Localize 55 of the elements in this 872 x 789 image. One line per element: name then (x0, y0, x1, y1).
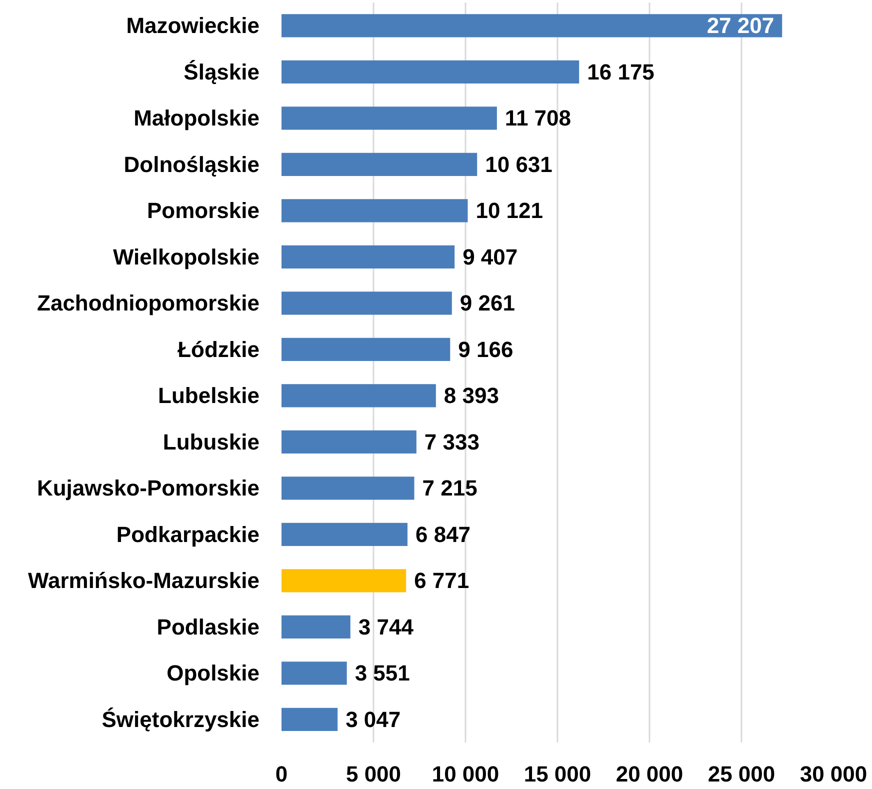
data-label: 16 175 (587, 59, 654, 84)
y-tick-label: Opolskie (166, 660, 260, 686)
y-tick-label: Lubelskie (158, 383, 260, 408)
data-label: 10 121 (476, 198, 544, 224)
y-tick-label: Zachodniopomorskie (37, 290, 260, 316)
x-tick-label: 5 000 (346, 762, 402, 786)
data-label: 9 261 (460, 290, 515, 316)
bar (282, 615, 350, 638)
data-label: 6 847 (415, 522, 471, 547)
y-tick-label: Małopolskie (134, 106, 260, 131)
x-tick-label: 10 000 (432, 762, 500, 786)
data-label: 3 047 (346, 706, 401, 732)
data-label: 7 333 (424, 429, 480, 454)
bar (282, 245, 455, 268)
data-label: 11 708 (504, 106, 572, 131)
y-tick-label: Lubuskie (162, 429, 260, 454)
x-tick-label: 25 000 (708, 762, 776, 786)
y-tick-label: Dolnośląskie (124, 152, 260, 177)
x-tick-label: 20 000 (616, 762, 684, 786)
x-tick-label: 15 000 (524, 762, 592, 786)
bar (282, 106, 497, 130)
y-tick-label: Podlaskie (156, 614, 260, 640)
bar (282, 14, 782, 38)
data-label: 8 393 (444, 383, 499, 408)
y-tick-label: Kujawsko-Pomorskie (36, 476, 260, 501)
bar (282, 569, 406, 592)
y-tick-label: Pomorskie (147, 198, 260, 224)
bar (282, 338, 450, 361)
bar (282, 384, 436, 408)
data-label: 9 166 (458, 336, 514, 362)
bar (282, 662, 347, 685)
x-tick-label: 30 000 (800, 762, 868, 786)
y-tick-label: Mazowieckie (126, 13, 260, 38)
data-label: 6 771 (414, 568, 470, 594)
bar (282, 152, 478, 176)
y-tick-label: Warmińsko-Mazurskie (28, 568, 260, 594)
data-label: 9 407 (462, 244, 518, 270)
data-label: 7 215 (422, 476, 478, 501)
data-label: 27 207 (706, 13, 774, 38)
bar (282, 430, 416, 454)
bar (282, 522, 408, 546)
y-tick-label: Wielkopolskie (112, 244, 260, 270)
y-tick-label: Świętokrzyskie (102, 706, 260, 732)
bar (282, 476, 414, 500)
y-tick-label: Śląskie (184, 59, 260, 84)
y-tick-label: Łódzkie (178, 336, 260, 362)
data-label: 10 631 (485, 152, 552, 177)
x-tick-label: 0 (275, 762, 288, 786)
bar (282, 292, 452, 315)
bar (282, 199, 468, 222)
bar (282, 708, 338, 731)
data-label: 3 551 (354, 660, 410, 686)
data-label: 3 744 (358, 614, 414, 640)
bar (282, 60, 580, 84)
y-tick-label: Podkarpackie (116, 522, 260, 547)
